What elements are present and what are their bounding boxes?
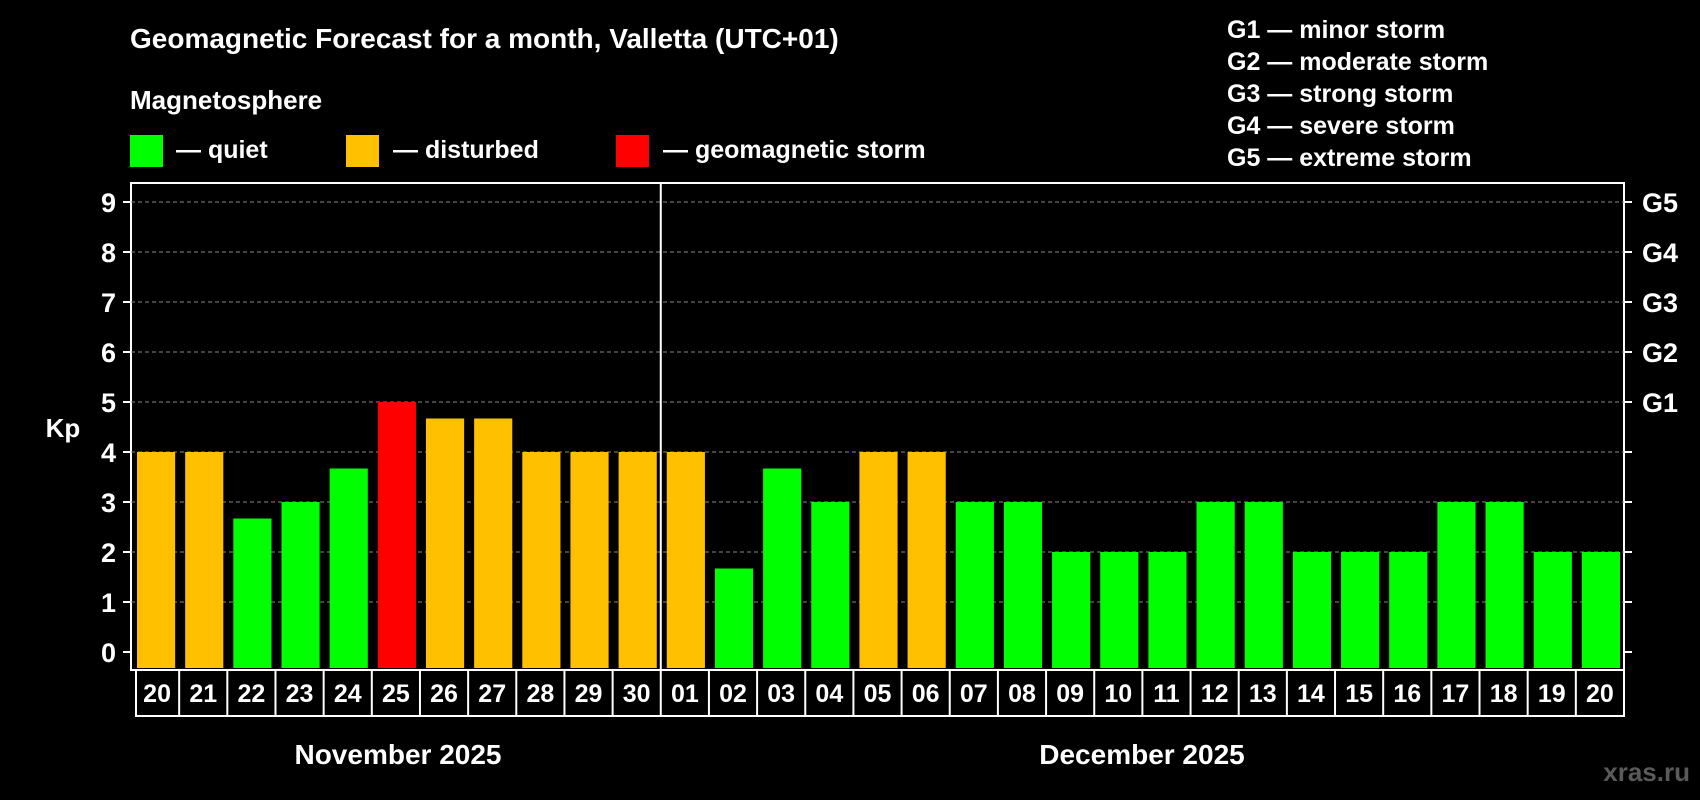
date-label: 06 bbox=[912, 680, 940, 708]
y-tick-label: 9 bbox=[101, 188, 116, 218]
date-label: 09 bbox=[1056, 680, 1084, 708]
bar bbox=[281, 502, 320, 668]
g-legend-item: G4 — severe storm bbox=[1227, 112, 1455, 140]
g-legend-item: G5 — extreme storm bbox=[1227, 144, 1472, 172]
y-tick-label: 0 bbox=[101, 638, 116, 668]
y-axis-label: Kp bbox=[46, 413, 81, 443]
bar bbox=[1533, 552, 1572, 668]
date-label: 30 bbox=[623, 680, 651, 708]
date-label: 20 bbox=[1586, 680, 1614, 708]
bar bbox=[1244, 502, 1283, 668]
date-label: 13 bbox=[1249, 680, 1277, 708]
bar bbox=[666, 452, 705, 668]
bar bbox=[1437, 502, 1476, 668]
bar bbox=[1052, 552, 1091, 668]
legend-title: Magnetosphere bbox=[130, 85, 322, 115]
date-label: 26 bbox=[430, 680, 458, 708]
bar bbox=[137, 452, 176, 668]
bar bbox=[1389, 552, 1428, 668]
g-legend-item: G2 — moderate storm bbox=[1227, 48, 1488, 76]
g-scale-label: G2 bbox=[1642, 338, 1678, 368]
bar bbox=[1341, 552, 1380, 668]
legend-swatch-storm bbox=[616, 135, 649, 167]
bar bbox=[329, 468, 368, 668]
date-label: 12 bbox=[1201, 680, 1229, 708]
date-label: 25 bbox=[382, 680, 410, 708]
legend-label-quiet: — quiet bbox=[176, 136, 268, 164]
legend-label-storm: — geomagnetic storm bbox=[663, 136, 926, 164]
y-tick-label: 8 bbox=[101, 238, 116, 268]
date-label: 05 bbox=[864, 680, 892, 708]
date-label: 07 bbox=[960, 680, 988, 708]
legend-swatch-disturbed bbox=[346, 135, 379, 167]
bar bbox=[618, 452, 657, 668]
date-label: 29 bbox=[575, 680, 603, 708]
date-label: 28 bbox=[526, 680, 554, 708]
y-tick-label: 5 bbox=[101, 388, 116, 418]
date-label: 18 bbox=[1490, 680, 1518, 708]
y-tick-label: 6 bbox=[101, 338, 116, 368]
bar bbox=[570, 452, 609, 668]
g-legend-item: G3 — strong storm bbox=[1227, 80, 1453, 108]
y-tick-label: 3 bbox=[101, 488, 116, 518]
g-scale-label: G3 bbox=[1642, 288, 1678, 318]
date-label: 15 bbox=[1345, 680, 1373, 708]
date-label: 27 bbox=[478, 680, 506, 708]
g-scale-label: G1 bbox=[1642, 388, 1678, 418]
date-label: 02 bbox=[719, 680, 747, 708]
g-legend-item: G1 — minor storm bbox=[1227, 16, 1445, 44]
bar bbox=[907, 452, 946, 668]
date-label: 24 bbox=[334, 680, 362, 708]
bar bbox=[1292, 552, 1332, 668]
y-tick-label: 4 bbox=[101, 438, 116, 468]
bar bbox=[1100, 552, 1139, 668]
legend-swatch-quiet bbox=[130, 135, 163, 167]
bar bbox=[233, 518, 272, 668]
date-label: 16 bbox=[1393, 680, 1421, 708]
bar bbox=[377, 402, 416, 668]
y-tick-label: 7 bbox=[101, 288, 116, 318]
month-label-december: December 2025 bbox=[1039, 739, 1244, 770]
date-label: 01 bbox=[671, 680, 699, 708]
date-label: 21 bbox=[189, 680, 217, 708]
legend-label-disturbed: — disturbed bbox=[393, 136, 539, 164]
bar bbox=[1485, 502, 1524, 668]
date-label: 10 bbox=[1104, 680, 1132, 708]
bar bbox=[1148, 552, 1187, 668]
bar bbox=[859, 452, 898, 668]
date-label: 17 bbox=[1442, 680, 1470, 708]
date-label: 14 bbox=[1297, 680, 1325, 708]
bar bbox=[185, 452, 224, 668]
watermark: xras.ru bbox=[1603, 757, 1690, 787]
bar bbox=[714, 568, 754, 668]
date-label: 04 bbox=[815, 680, 843, 708]
bar bbox=[474, 418, 513, 668]
y-tick-label: 1 bbox=[101, 588, 116, 618]
chart-title: Geomagnetic Forecast for a month, Vallet… bbox=[130, 23, 839, 54]
date-label: 11 bbox=[1153, 680, 1180, 708]
date-row bbox=[135, 669, 1625, 717]
bar bbox=[522, 452, 561, 668]
g-scale-legend: G1 — minor storm G2 — moderate storm G3 — … bbox=[1227, 16, 1488, 172]
g-scale-label: G4 bbox=[1642, 238, 1678, 268]
g-scale-label: G5 bbox=[1642, 188, 1678, 218]
date-label: 23 bbox=[286, 680, 314, 708]
bar bbox=[1196, 502, 1235, 668]
month-label-november: November 2025 bbox=[294, 739, 501, 770]
bar bbox=[1003, 502, 1043, 668]
date-label: 19 bbox=[1538, 680, 1566, 708]
date-label: 20 bbox=[143, 680, 171, 708]
bar bbox=[1581, 552, 1620, 668]
bar bbox=[811, 502, 850, 668]
bar bbox=[425, 418, 465, 668]
bar bbox=[763, 468, 802, 668]
date-label: 03 bbox=[767, 680, 795, 708]
y-tick-label: 2 bbox=[101, 538, 116, 568]
date-label: 08 bbox=[1008, 680, 1036, 708]
date-label: 22 bbox=[237, 680, 265, 708]
bar bbox=[955, 502, 994, 668]
